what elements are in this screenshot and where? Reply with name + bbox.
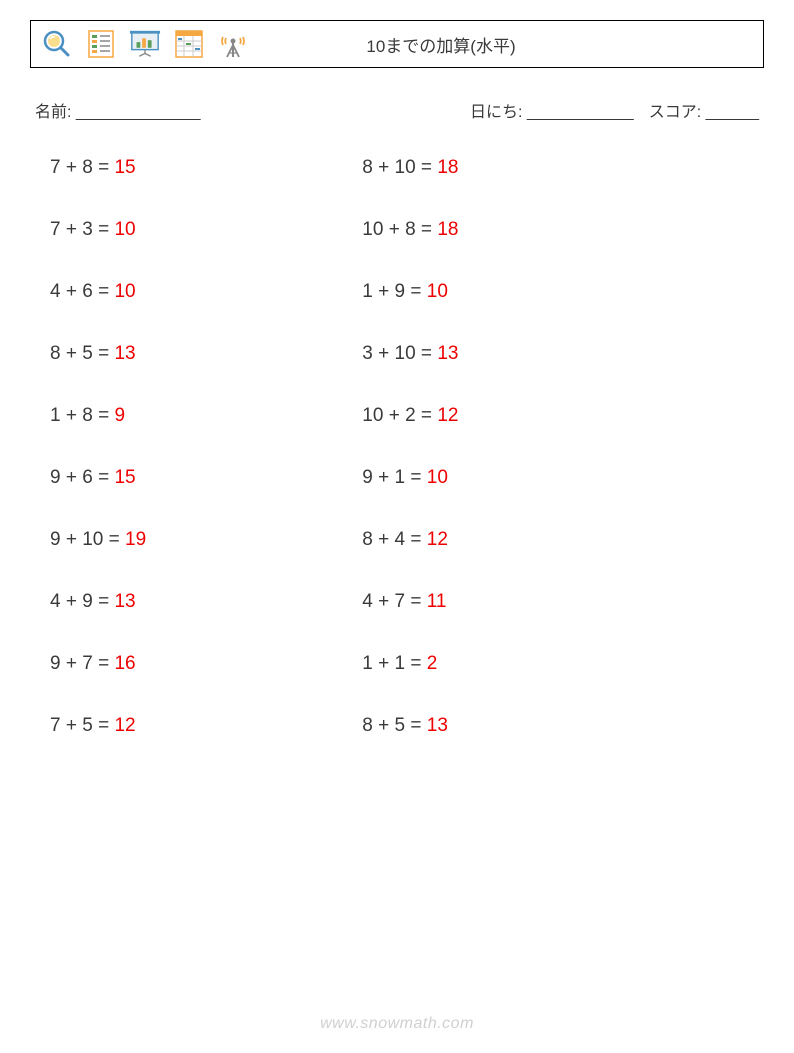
problem-expression: 4 + 7 = (362, 591, 426, 612)
problem-expression: 1 + 1 = (362, 653, 426, 674)
problem-row: 1 + 8 = 9 (50, 405, 362, 427)
problem-row: 10 + 8 = 18 (362, 219, 744, 241)
problem-expression: 10 + 8 = (362, 219, 437, 240)
problem-answer: 13 (114, 591, 135, 612)
problem-expression: 4 + 9 = (50, 591, 114, 612)
presentation-icon (129, 28, 161, 60)
problem-row: 7 + 3 = 10 (50, 219, 362, 241)
score-field: スコア: ______ (649, 98, 759, 122)
problem-expression: 9 + 7 = (50, 653, 114, 674)
problem-row: 7 + 8 = 15 (50, 157, 362, 179)
problem-row: 8 + 5 = 13 (50, 343, 362, 365)
problem-answer: 10 (427, 467, 448, 488)
header-box: 10までの加算(水平) (30, 20, 764, 68)
worksheet-title: 10までの加算(水平) (249, 32, 753, 57)
problem-row: 9 + 6 = 15 (50, 467, 362, 489)
problem-expression: 8 + 4 = (362, 529, 426, 550)
problem-row: 8 + 4 = 12 (362, 529, 744, 551)
problem-expression: 10 + 2 = (362, 405, 437, 426)
magnifier-icon (41, 28, 73, 60)
problem-answer: 15 (114, 157, 135, 178)
problem-expression: 1 + 9 = (362, 281, 426, 302)
problem-row: 8 + 5 = 13 (362, 715, 744, 737)
problem-expression: 9 + 6 = (50, 467, 114, 488)
problem-row: 4 + 7 = 11 (362, 591, 744, 613)
problem-expression: 7 + 8 = (50, 157, 114, 178)
problem-row: 4 + 9 = 13 (50, 591, 362, 613)
icons-container (41, 28, 249, 60)
problem-answer: 12 (114, 715, 135, 736)
problem-answer: 11 (427, 591, 447, 612)
problem-answer: 16 (114, 653, 135, 674)
problem-row: 9 + 10 = 19 (50, 529, 362, 551)
problem-row: 10 + 2 = 12 (362, 405, 744, 427)
problem-answer: 13 (427, 715, 448, 736)
problems-container: 7 + 8 = 157 + 3 = 104 + 6 = 108 + 5 = 13… (30, 157, 764, 777)
problem-expression: 9 + 1 = (362, 467, 426, 488)
problem-expression: 7 + 3 = (50, 219, 114, 240)
problem-answer: 12 (437, 405, 458, 426)
chart-list-icon (85, 28, 117, 60)
problem-row: 1 + 1 = 2 (362, 653, 744, 675)
problem-row: 3 + 10 = 13 (362, 343, 744, 365)
problem-row: 7 + 5 = 12 (50, 715, 362, 737)
problem-row: 8 + 10 = 18 (362, 157, 744, 179)
problem-answer: 18 (437, 219, 458, 240)
problem-answer: 15 (114, 467, 135, 488)
problem-answer: 19 (125, 529, 146, 550)
problem-expression: 8 + 10 = (362, 157, 437, 178)
problem-expression: 8 + 5 = (50, 343, 114, 364)
problem-expression: 9 + 10 = (50, 529, 125, 550)
date-field: 日にち: ____________ (470, 98, 634, 122)
antenna-icon (217, 28, 249, 60)
problem-answer: 12 (427, 529, 448, 550)
problem-answer: 13 (114, 343, 135, 364)
problem-row: 4 + 6 = 10 (50, 281, 362, 303)
problem-row: 9 + 7 = 16 (50, 653, 362, 675)
problem-answer: 10 (114, 219, 135, 240)
problem-expression: 7 + 5 = (50, 715, 114, 736)
problem-answer: 10 (427, 281, 448, 302)
info-row: 名前: ______________ 日にち: ____________ スコア… (30, 98, 764, 122)
problem-row: 1 + 9 = 10 (362, 281, 744, 303)
problem-expression: 1 + 8 = (50, 405, 114, 426)
problem-expression: 4 + 6 = (50, 281, 114, 302)
problems-column-left: 7 + 8 = 157 + 3 = 104 + 6 = 108 + 5 = 13… (50, 157, 362, 777)
problem-answer: 2 (427, 653, 438, 674)
name-field: 名前: ______________ (35, 98, 470, 122)
problem-expression: 3 + 10 = (362, 343, 437, 364)
problem-answer: 9 (114, 405, 125, 426)
problem-answer: 13 (437, 343, 458, 364)
problem-answer: 10 (114, 281, 135, 302)
problems-column-right: 8 + 10 = 1810 + 8 = 181 + 9 = 103 + 10 =… (362, 157, 744, 777)
problem-expression: 8 + 5 = (362, 715, 426, 736)
problem-answer: 18 (437, 157, 458, 178)
problem-row: 9 + 1 = 10 (362, 467, 744, 489)
spreadsheet-icon (173, 28, 205, 60)
footer-url: www.snowmath.com (0, 1015, 794, 1033)
